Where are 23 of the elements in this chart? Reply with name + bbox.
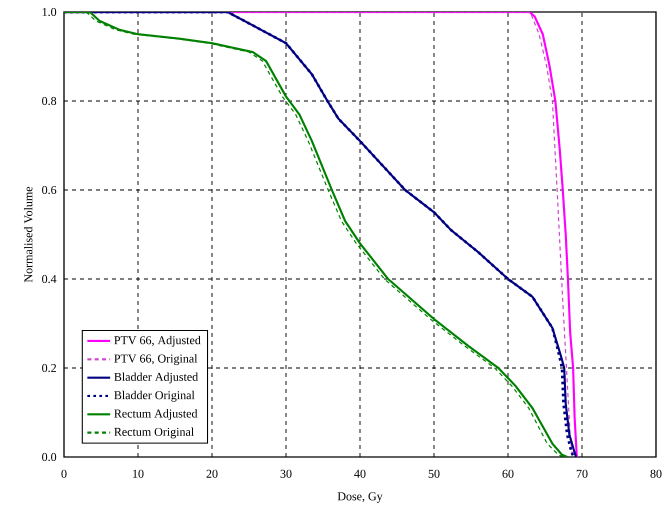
y-tick-label: 0.4 [42, 274, 56, 284]
x-tick-label: 30 [280, 470, 292, 478]
x-tick-label: 80 [650, 470, 662, 478]
y-tick-label: 1.0 [42, 8, 56, 16]
legend-label: Rectum Adjusted [114, 409, 198, 420]
x-axis-title: Dose, Gy [338, 492, 383, 503]
y-tick-label: 0.8 [42, 96, 56, 106]
x-tick-label: 20 [206, 470, 218, 478]
y-axis-title: Normalised Volume [24, 186, 32, 282]
legend-label: Bladder Original [114, 390, 195, 402]
x-tick-label: 10 [133, 470, 144, 478]
legend-label: PTV 66, Adjusted [114, 336, 201, 347]
y-tick-label: 0.6 [42, 186, 56, 194]
legend-label: PTV 66, Original [114, 354, 198, 366]
x-tick-label: 70 [576, 470, 588, 478]
x-tick-label: 50 [428, 470, 440, 478]
y-tick-label: 0.0 [42, 452, 56, 462]
legend-label: Rectum Original [114, 427, 194, 438]
legend-label: Bladder Adjusted [114, 372, 198, 384]
y-tick-label: 0.2 [42, 364, 56, 372]
x-tick-label: 60 [502, 470, 514, 478]
x-tick-label: 0 [61, 470, 67, 478]
x-tick-label: 40 [354, 470, 366, 478]
